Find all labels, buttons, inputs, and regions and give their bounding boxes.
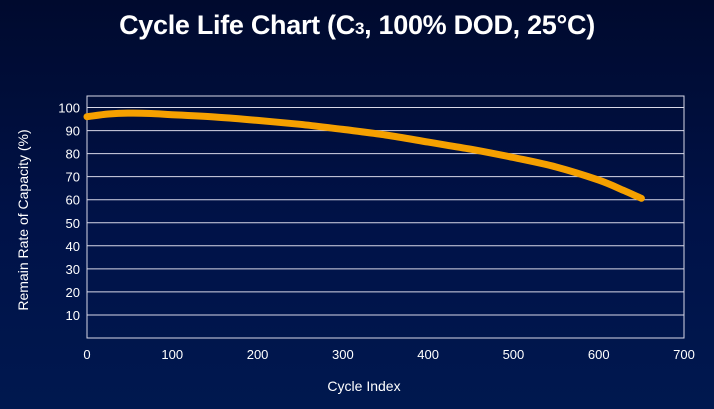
y-tick-label: 60 <box>66 193 80 208</box>
series-group <box>83 109 645 202</box>
y-tick-label: 70 <box>66 170 80 185</box>
plot-area <box>86 95 685 339</box>
y-tick-label: 40 <box>66 239 80 254</box>
x-axis-label: Cycle Index <box>327 378 400 394</box>
x-tick-labels: 0 100 200 300 400 500 600 700 <box>83 347 694 362</box>
chart-title: Cycle Life Chart (C3, 100% DOD, 25°C) <box>0 10 714 41</box>
x-tick-label: 600 <box>588 347 610 362</box>
y-tick-label: 50 <box>66 216 80 231</box>
y-tick-labels: 10 20 30 40 50 60 70 80 90 100 <box>58 101 80 323</box>
y-axis-label: Remain Rate of Capacity (%) <box>15 129 31 310</box>
x-tick-label: 0 <box>83 347 90 362</box>
series-line-0 <box>83 109 645 202</box>
title-rest: , 100% DOD, 25°C) <box>364 10 595 40</box>
x-tick-label: 700 <box>673 347 695 362</box>
x-tick-label: 400 <box>417 347 439 362</box>
y-tick-label: 30 <box>66 262 80 277</box>
title-main: Cycle Life Chart (C <box>119 10 355 40</box>
x-tick-label: 300 <box>332 347 354 362</box>
x-tick-label: 200 <box>247 347 269 362</box>
y-tick-label: 90 <box>66 124 80 139</box>
y-tick-label: 10 <box>66 308 80 323</box>
y-tick-label: 80 <box>66 147 80 162</box>
grid-lines <box>87 107 684 316</box>
x-tick-label: 100 <box>161 347 183 362</box>
x-tick-label: 500 <box>503 347 525 362</box>
y-tick-label: 100 <box>58 101 80 116</box>
y-tick-label: 20 <box>66 285 80 300</box>
title-subscript: 3 <box>354 19 365 38</box>
